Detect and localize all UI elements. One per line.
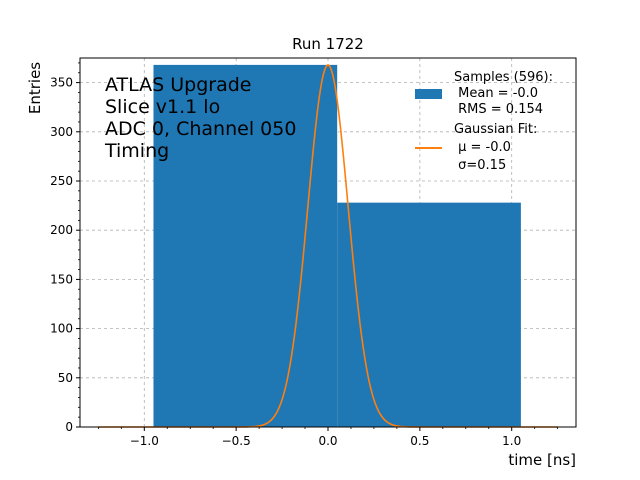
annotation-line: Timing: [104, 140, 169, 162]
y-axis-label: Entries: [26, 62, 44, 114]
axis-ticks: −1.0 −0.5 0.0 0.5 1.0 0 50 100 150 200 250 300 350: [50, 62, 559, 448]
y-tick-label: 300: [50, 125, 73, 139]
legend-fit-line: σ=0.15: [454, 158, 506, 173]
legend-hist-line: Mean = -0.0: [454, 86, 538, 101]
y-tick-label: 150: [50, 272, 73, 286]
legend-hist-line: Samples (596):: [454, 70, 553, 85]
x-tick-label: 1.0: [502, 434, 521, 448]
x-tick-label: −0.5: [222, 434, 251, 448]
legend-hist-swatch: [415, 89, 442, 99]
legend-fit-line: μ = -0.0: [454, 140, 511, 155]
y-tick-label: 250: [50, 174, 73, 188]
legend-fit-line: Gaussian Fit:: [454, 122, 537, 137]
chart-title: Run 1722: [292, 35, 364, 53]
y-tick-label: 350: [50, 76, 73, 90]
x-axis-label: time [ns]: [508, 451, 576, 469]
y-tick-label: 200: [50, 223, 73, 237]
histogram-bars: [153, 64, 521, 427]
annotation-block: ATLAS Upgrade Slice v1.1 lo ADC 0, Chann…: [104, 74, 296, 162]
x-tick-label: 0.5: [410, 434, 429, 448]
legend-hist-line: RMS = 0.154: [454, 102, 543, 117]
y-tick-label: 0: [65, 420, 73, 434]
annotation-line: Slice v1.1 lo: [105, 96, 220, 118]
annotation-line: ATLAS Upgrade: [105, 74, 251, 96]
y-tick-label: 100: [50, 322, 73, 336]
histogram-bar: [153, 64, 338, 427]
annotation-line: ADC 0, Channel 050: [105, 118, 296, 140]
y-tick-label: 50: [58, 371, 73, 385]
legend: Samples (596): Mean = -0.0 RMS = 0.154 G…: [415, 70, 553, 173]
histogram-bar: [337, 202, 521, 427]
x-tick-label: 0.0: [318, 434, 337, 448]
x-tick-label: −1.0: [130, 434, 159, 448]
